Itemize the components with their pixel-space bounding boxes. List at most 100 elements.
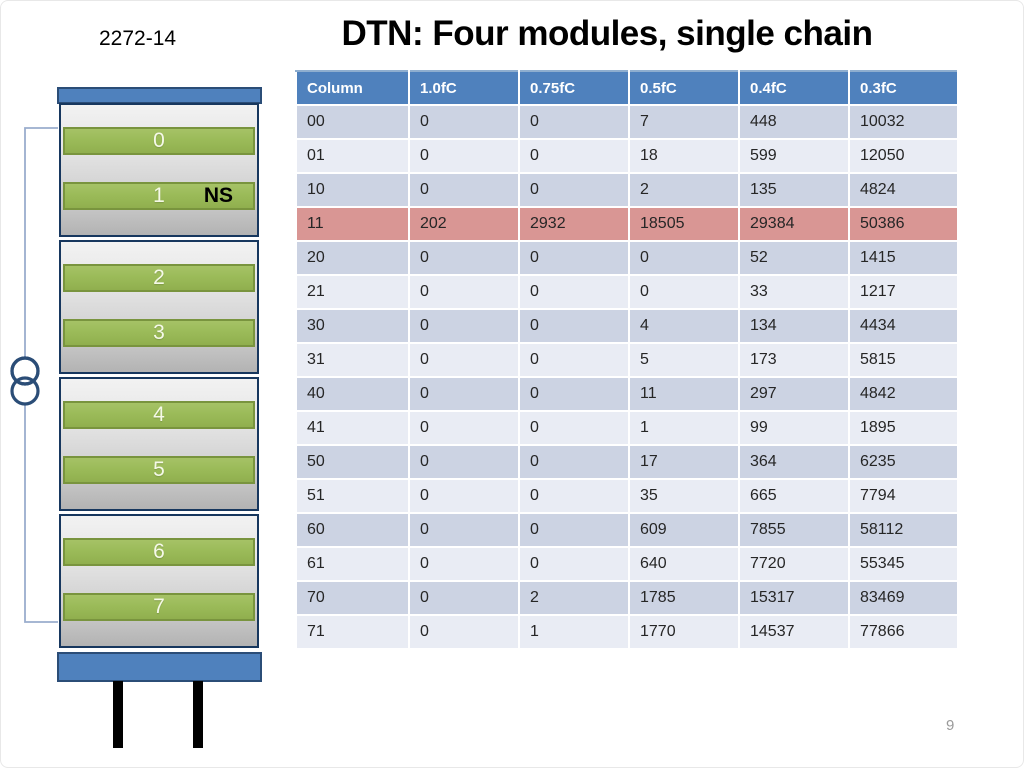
table-cell: 50 (295, 444, 410, 480)
table-cell: 7720 (738, 546, 850, 582)
module-stack: 0 1 NS 2 3 4 5 6 7 (59, 103, 259, 648)
table-cell: 1770 (628, 614, 740, 650)
ns-label: NS (203, 184, 233, 207)
table-cell: 4842 (848, 376, 959, 412)
table-cell: 5 (628, 342, 740, 378)
table-cell: 29384 (738, 206, 850, 242)
table-cell: 0 (408, 138, 520, 174)
table-row: 21 0 0 0 33 1217 (295, 274, 959, 310)
table-cell: 364 (738, 444, 850, 480)
table-cell: 11 (628, 376, 740, 412)
table-cell: 99 (738, 410, 850, 446)
column-header: Column (295, 70, 410, 106)
table-cell: 11 (295, 206, 410, 242)
table-cell: 0 (408, 240, 520, 276)
chip-bar-3: 3 (63, 319, 255, 347)
chip-number: 1 (153, 184, 165, 207)
stack-right-leg (193, 681, 203, 748)
table-cell: 0 (408, 376, 520, 412)
wire-bottom-segment (24, 404, 58, 623)
table-cell: 00 (295, 104, 410, 140)
column-header: 0.75fC (518, 70, 630, 106)
table-cell: 14537 (738, 614, 850, 650)
table-row: 70 0 2 1785 15317 83469 (295, 580, 959, 616)
table-cell: 173 (738, 342, 850, 378)
table-cell: 0 (408, 614, 520, 650)
table-cell: 2932 (518, 206, 630, 242)
table-cell: 609 (628, 512, 740, 548)
table-cell: 51 (295, 478, 410, 514)
table-cell: 0 (518, 104, 630, 140)
table-cell: 61 (295, 546, 410, 582)
table-cell: 33 (738, 274, 850, 310)
table-row: 30 0 0 4 134 4434 (295, 308, 959, 344)
table-cell: 0 (518, 376, 630, 412)
table-row: 20 0 0 0 52 1415 (295, 240, 959, 276)
table-cell: 7 (628, 104, 740, 140)
wire-top-segment (24, 127, 58, 358)
table-cell: 0 (408, 478, 520, 514)
table-cell: 4 (628, 308, 740, 344)
table-cell: 0 (518, 274, 630, 310)
table-row: 71 0 1 1770 14537 77866 (295, 614, 959, 650)
table-cell: 10032 (848, 104, 959, 140)
column-header: 0.5fC (628, 70, 740, 106)
table-cell: 30 (295, 308, 410, 344)
table-cell: 0 (408, 580, 520, 616)
table-cell: 0 (518, 308, 630, 344)
table-cell: 18505 (628, 206, 740, 242)
transformer-icon (10, 356, 40, 406)
stack-top-cap (57, 87, 262, 104)
chip-number: 2 (153, 266, 165, 289)
table-cell: 202 (408, 206, 520, 242)
table-cell: 4824 (848, 172, 959, 208)
chip-bar-7: 7 (63, 593, 255, 621)
table-cell: 0 (518, 478, 630, 514)
table-row: 31 0 0 5 173 5815 (295, 342, 959, 378)
table-cell: 134 (738, 308, 850, 344)
table-cell: 1 (628, 410, 740, 446)
table-cell: 0 (408, 274, 520, 310)
table-cell: 0 (518, 512, 630, 548)
table-cell: 297 (738, 376, 850, 412)
chip-bar-0: 0 (63, 127, 255, 155)
table-cell: 35 (628, 478, 740, 514)
column-header: 0.3fC (848, 70, 959, 106)
table-cell: 70 (295, 580, 410, 616)
chip-bar-1: 1 NS (63, 182, 255, 210)
table-cell: 20 (295, 240, 410, 276)
chip-number: 3 (153, 321, 165, 344)
table-row: 41 0 0 1 99 1895 (295, 410, 959, 446)
table-cell: 1895 (848, 410, 959, 446)
table-cell: 0 (518, 410, 630, 446)
table-cell: 18 (628, 138, 740, 174)
stack-bottom-cap (57, 652, 262, 682)
table-cell: 31 (295, 342, 410, 378)
module-box: 0 1 NS (59, 103, 259, 237)
table-row: 51 0 0 35 665 7794 (295, 478, 959, 514)
table-cell: 55345 (848, 546, 959, 582)
table-cell: 1415 (848, 240, 959, 276)
table-cell: 0 (518, 138, 630, 174)
table-cell: 2 (628, 172, 740, 208)
table-row: 61 0 0 640 7720 55345 (295, 546, 959, 582)
table-cell: 0 (518, 444, 630, 480)
table-cell: 0 (408, 172, 520, 208)
table-cell: 0 (518, 172, 630, 208)
table-cell: 2 (518, 580, 630, 616)
table-cell: 0 (408, 104, 520, 140)
table-cell: 665 (738, 478, 850, 514)
table-cell: 4434 (848, 308, 959, 344)
table-cell: 0 (518, 342, 630, 378)
table-cell: 83469 (848, 580, 959, 616)
table-row: 11 202 2932 18505 29384 50386 (295, 206, 959, 242)
table-cell: 52 (738, 240, 850, 276)
table-row: 01 0 0 18 599 12050 (295, 138, 959, 174)
table-cell: 12050 (848, 138, 959, 174)
table-cell: 0 (408, 546, 520, 582)
chip-bar-4: 4 (63, 401, 255, 429)
table-row: 60 0 0 609 7855 58112 (295, 512, 959, 548)
